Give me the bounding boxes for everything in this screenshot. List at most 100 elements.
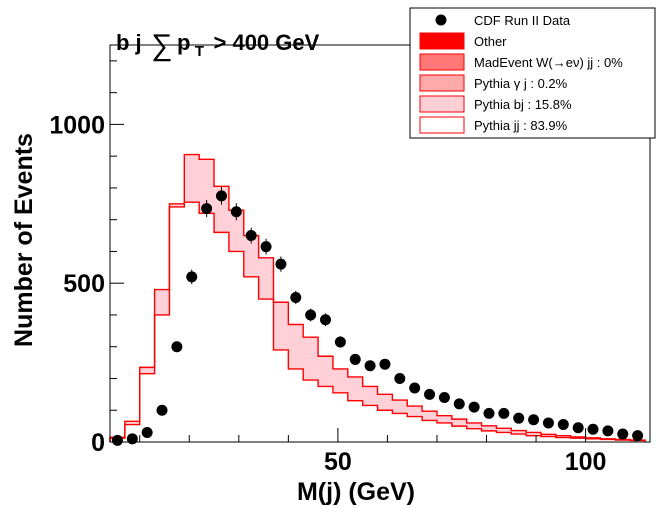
data-point	[617, 428, 629, 440]
data-point-marker	[483, 407, 495, 419]
data-point	[632, 430, 644, 442]
data-point	[587, 423, 599, 435]
y-tick-label: 500	[63, 270, 105, 298]
legend-swatch	[419, 74, 465, 92]
data-point	[141, 426, 153, 438]
legend-marker	[435, 14, 447, 26]
data-point	[483, 407, 495, 419]
data-point	[111, 434, 123, 446]
x-tick-label: 100	[565, 448, 607, 476]
jj-histogram-outline	[109, 201, 646, 442]
data-point-marker	[557, 419, 569, 431]
data-point-marker	[587, 423, 599, 435]
legend-item: Pythia jj : 83.9%	[419, 116, 568, 134]
data-point	[126, 433, 138, 445]
data-point	[275, 256, 287, 272]
data-point-marker	[617, 428, 629, 440]
data-point	[364, 360, 376, 372]
legend-swatch	[419, 53, 465, 71]
y-tick-label: 1000	[49, 111, 105, 139]
data-point	[453, 398, 465, 410]
bj-stack-outline	[109, 153, 646, 442]
data-point	[334, 336, 346, 348]
legend-item: Other	[419, 32, 507, 50]
title-p: p	[177, 30, 190, 55]
legend-box	[409, 7, 656, 139]
data-point-marker	[290, 291, 302, 303]
data-point-marker	[320, 314, 332, 326]
data-point	[201, 199, 213, 218]
data-point	[230, 203, 242, 221]
data-point-marker	[126, 433, 138, 445]
data-point	[468, 401, 480, 413]
title-right: > 400 GeV	[214, 30, 320, 55]
legend-label: Other	[474, 34, 507, 49]
title-sub: T	[195, 43, 204, 60]
legend-item: Pythia γ j : 0.2%	[419, 74, 568, 92]
data-point-marker	[334, 336, 346, 348]
data-point	[215, 186, 227, 205]
y-axis-title: Number of Events	[10, 133, 38, 347]
bj-band	[110, 154, 646, 441]
data-point-marker	[245, 230, 257, 242]
data-point	[572, 422, 584, 434]
data-point	[513, 412, 525, 424]
title-left: b j	[116, 30, 142, 55]
data-point-marker	[141, 426, 153, 438]
data-point-marker	[275, 258, 287, 270]
data-point-marker	[513, 412, 525, 424]
data-point	[290, 290, 302, 305]
data-point	[409, 382, 421, 394]
data-point	[498, 407, 510, 419]
plot-layer	[109, 153, 646, 442]
data-point	[379, 358, 391, 370]
data-point	[171, 341, 183, 353]
data-point	[245, 227, 257, 244]
data-point-marker	[409, 382, 421, 394]
data-point	[438, 392, 450, 404]
data-point	[424, 388, 436, 400]
data-point-marker	[364, 360, 376, 372]
data-point	[557, 419, 569, 431]
marks	[111, 186, 644, 446]
data-point-marker	[111, 434, 123, 446]
data-point-marker	[230, 206, 242, 218]
data-point-marker	[186, 271, 198, 283]
data-point-marker	[602, 425, 614, 437]
data-point-marker	[260, 241, 272, 253]
data-point	[542, 417, 554, 429]
title-sum: ∑	[151, 29, 172, 62]
data-point-marker	[424, 388, 436, 400]
legend-label: MadEvent W(→eν) jj : 0%	[474, 55, 623, 70]
y-tick-label: 0	[91, 429, 105, 457]
legend-swatch	[419, 116, 465, 134]
data-point-marker	[171, 341, 183, 353]
data-point	[186, 269, 198, 285]
data-point	[349, 353, 361, 365]
data-point-marker	[498, 407, 510, 419]
data-point-marker	[379, 358, 391, 370]
data-point-marker	[453, 398, 465, 410]
data-point	[528, 414, 540, 426]
legend-label: Pythia γ j : 0.2%	[474, 76, 568, 91]
legend-label: CDF Run II Data	[474, 13, 571, 28]
legend-item: Pythia bj : 15.8%	[419, 95, 572, 113]
data-point-marker	[468, 401, 480, 413]
data-point-marker	[572, 422, 584, 434]
legend-item: CDF Run II Data	[435, 13, 571, 28]
x-tick-label: 50	[324, 448, 352, 476]
data-point-marker	[528, 414, 540, 426]
data-point	[394, 372, 406, 384]
data-point-marker	[215, 190, 227, 202]
data-point-marker	[305, 309, 317, 321]
legend-item: MadEvent W(→eν) jj : 0%	[419, 53, 623, 71]
data-point	[305, 308, 317, 322]
data-point-marker	[542, 417, 554, 429]
data-point-marker	[201, 203, 213, 215]
data-point	[602, 425, 614, 437]
data-point-marker	[632, 430, 644, 442]
legend: CDF Run II Data Other MadEvent W(→eν) jj :…	[409, 7, 656, 139]
legend-label: Pythia jj : 83.9%	[474, 118, 568, 133]
